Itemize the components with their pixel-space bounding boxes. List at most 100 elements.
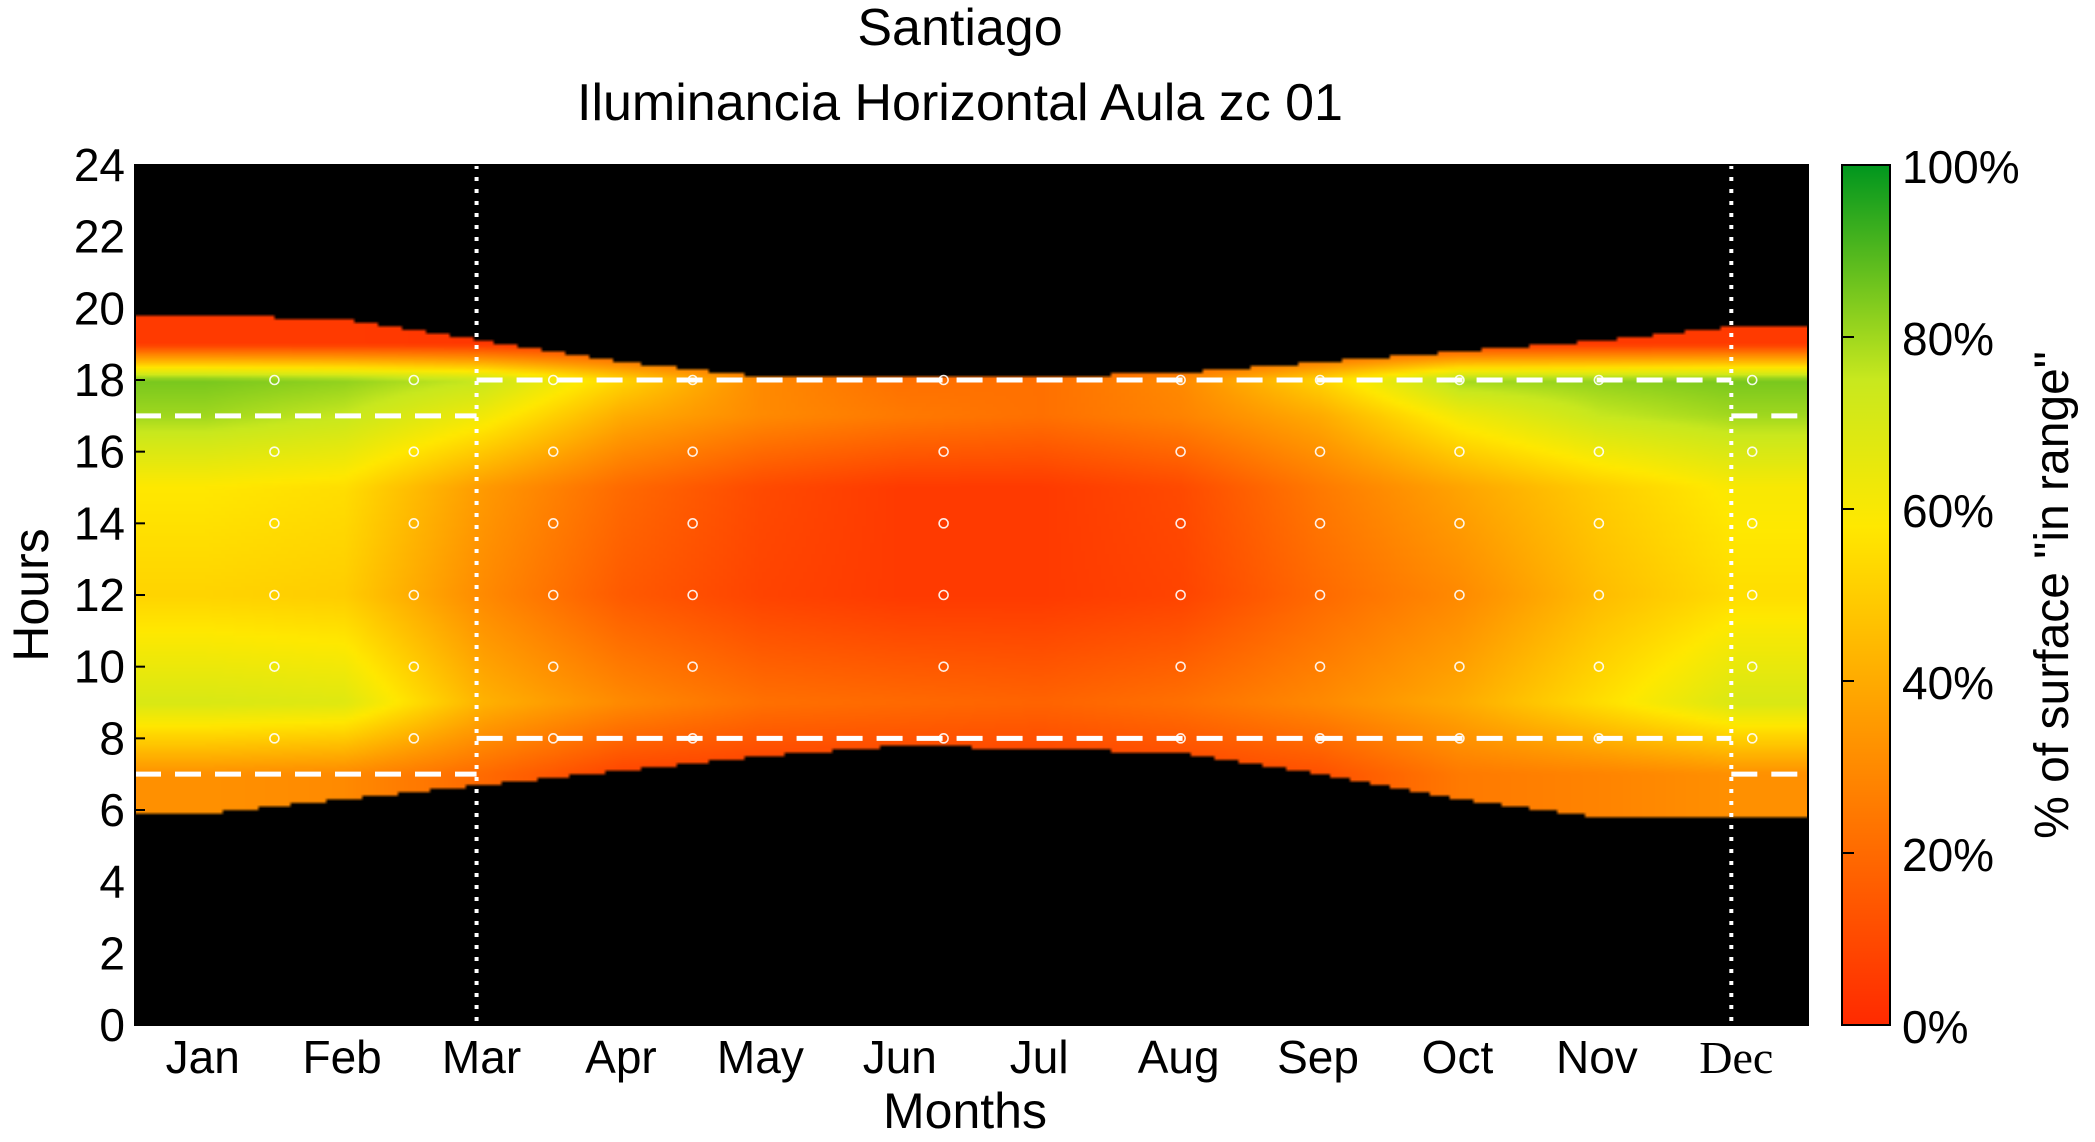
x-tick-label: May [717,1031,804,1083]
sample-point [1593,518,1605,529]
colorbar-tick-label: 40% [1902,657,1994,709]
x-tick-label: Mar [442,1031,521,1083]
x-tick-label: Oct [1422,1031,1494,1083]
sample-point [1314,518,1326,529]
colorbar-ticks: 0% 20% 40% 60% 80% 100% [1842,141,2020,1053]
sample-point [1175,733,1186,744]
sample-point [938,733,949,744]
x-tick-label: Jul [1010,1031,1069,1083]
y-axis-label: Hours [3,528,59,661]
y-tick-label: 20 [74,282,125,334]
sample-point [408,518,420,529]
sample-point [408,374,420,386]
x-tick-label: Apr [585,1031,657,1083]
x-axis: Jan Feb Mar Apr May Jun Jul Aug Sep Oct Nov Dec [166,1031,1774,1083]
sample-point [408,661,420,672]
sample-point [1454,518,1465,529]
y-tick-label: 0 [99,999,125,1051]
sample-point [1454,589,1465,601]
sample-point [547,374,559,386]
sample-point [1314,661,1326,672]
x-tick-label: Aug [1138,1031,1220,1083]
y-tick-label: 8 [99,712,125,764]
sample-point [1746,589,1758,601]
sample-point [1593,589,1605,601]
y-tick-label: 18 [74,354,125,406]
heatmap-surface [135,165,1808,1025]
sample-point [1746,518,1758,529]
sample-point [408,446,420,457]
sample-point [1175,661,1186,672]
y-tick-label: 24 [74,139,125,191]
sample-point [1314,733,1326,744]
colorbar-tick-label: 0% [1902,1001,1968,1053]
x-tick-label: Sep [1277,1031,1359,1083]
sample-point [269,518,280,529]
colorbar: 0% 20% 40% 60% 80% 100% % of surface "in rang… [1841,141,2079,1053]
sample-point [547,518,559,529]
sample-point [687,518,698,529]
x-tick-label: Nov [1556,1031,1638,1083]
sample-point [1746,446,1758,457]
x-axis-label: Months [883,1083,1047,1139]
colorbar-label: % of surface "in range" [2026,351,2079,839]
sample-point [1593,661,1605,672]
sample-point [1454,661,1465,672]
sample-point [269,733,280,744]
y-tick-label: 10 [74,641,125,693]
y-tick-label: 16 [74,426,125,478]
sample-point [269,374,280,386]
colorbar-gradient [1841,164,1891,1026]
sample-point [1454,733,1465,744]
sample-point [269,661,280,672]
sample-points [269,374,1758,744]
y-tick-label: 12 [74,569,125,621]
sample-point [1746,374,1758,386]
sample-point [687,733,698,744]
sample-point [938,446,949,457]
x-tick-label: Jan [166,1031,240,1083]
y-tick-label: 14 [74,497,125,549]
colorbar-tick-label: 100% [1902,141,2020,193]
y-tick-label: 6 [99,784,125,836]
sample-point [1746,733,1758,744]
chart-subtitle: Iluminancia Horizontal Aula zc 01 [577,74,1343,132]
sample-point [1746,661,1758,672]
sample-point [687,446,698,457]
sample-point [1454,374,1465,386]
sample-point [687,661,698,672]
sample-point [938,661,949,672]
y-tick-label: 22 [74,211,125,263]
sample-point [547,733,559,744]
sample-point [269,589,280,601]
sample-point [547,661,559,672]
sample-point [1314,446,1326,457]
sample-point [1175,589,1186,601]
x-tick-label: Dec [1699,1032,1773,1083]
sample-point [1454,446,1465,457]
y-tick-label: 4 [99,856,125,908]
sample-point [547,589,559,601]
colorbar-tick-label: 20% [1902,829,1994,881]
sample-point [687,589,698,601]
sample-point [269,446,280,457]
x-tick-label: Jun [863,1031,937,1083]
sample-point [1175,518,1186,529]
colorbar-tick-label: 60% [1902,485,1994,537]
sample-point [408,589,420,601]
y-tick-label: 2 [99,927,125,979]
plot-area [134,164,1809,1026]
sample-point [938,518,949,529]
sample-point [938,374,949,386]
chart-title: Santiago [857,0,1062,57]
sample-point [1314,589,1326,601]
occupancy-overlay [135,165,1808,1025]
sample-point [1314,374,1326,386]
sample-point [1593,446,1605,457]
sample-point [1175,446,1186,457]
colorbar-tick-label: 80% [1902,313,1994,365]
sample-point [687,374,698,386]
sample-point [1593,374,1605,386]
